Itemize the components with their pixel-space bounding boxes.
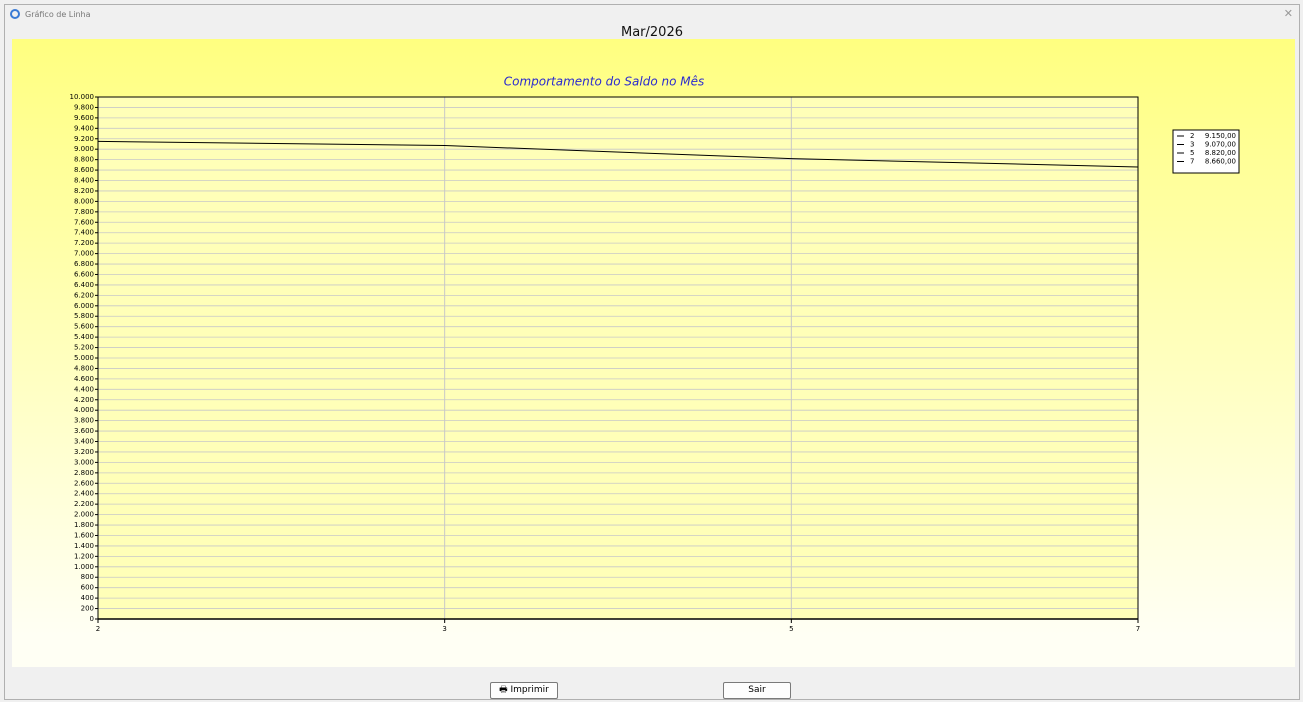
chart: Comportamento do Saldo no Mês 0 200 400 600… bbox=[70, 75, 1240, 633]
legend-value: 9.070,00 bbox=[1205, 141, 1236, 149]
y-tick-label: 400 bbox=[81, 594, 94, 602]
y-tick-label: 8.800 bbox=[74, 156, 94, 164]
y-tick-label: 2.200 bbox=[74, 500, 94, 508]
y-tick-label: 7.800 bbox=[74, 208, 94, 216]
legend-value: 8.820,00 bbox=[1205, 149, 1236, 157]
y-tick-label: 3.400 bbox=[74, 438, 94, 446]
x-tick-label: 3 bbox=[442, 625, 446, 633]
close-button[interactable]: ✕ bbox=[1283, 7, 1293, 20]
y-tick-label: 3.200 bbox=[74, 448, 94, 456]
y-tick-label: 5.600 bbox=[74, 323, 94, 331]
y-tick-label: 6.800 bbox=[74, 260, 94, 268]
y-tick-label: 10.000 bbox=[70, 93, 95, 101]
legend-value: 9.150,00 bbox=[1205, 132, 1236, 140]
exit-button[interactable]: Sair bbox=[723, 682, 791, 699]
y-tick-label: 4.600 bbox=[74, 375, 94, 383]
y-tick-label: 4.400 bbox=[74, 385, 94, 393]
y-tick-label: 9.600 bbox=[74, 114, 94, 122]
y-tick-label: 1.000 bbox=[74, 563, 94, 571]
y-tick-label: 7.200 bbox=[74, 239, 94, 247]
y-tick-label: 6.400 bbox=[74, 281, 94, 289]
legend-category: 5 bbox=[1190, 149, 1194, 157]
y-tick-label: 5.800 bbox=[74, 312, 94, 320]
window-title: Gráfico de Linha bbox=[25, 10, 91, 19]
y-tick-label: 9.200 bbox=[74, 135, 94, 143]
legend-category: 7 bbox=[1190, 158, 1194, 166]
y-tick-label: 3.600 bbox=[74, 427, 94, 435]
y-tick-label: 4.800 bbox=[74, 364, 94, 372]
y-tick-label: 6.600 bbox=[74, 270, 94, 278]
line-series bbox=[97, 140, 1139, 168]
y-tick-label: 7.000 bbox=[74, 250, 94, 258]
y-tick-label: 2.400 bbox=[74, 490, 94, 498]
y-tick-label: 800 bbox=[81, 573, 94, 581]
print-button[interactable]: 🖶 Imprimir bbox=[490, 682, 558, 699]
y-tick-label: 1.200 bbox=[74, 552, 94, 560]
legend bbox=[1172, 129, 1240, 174]
legend-value: 8.660,00 bbox=[1205, 158, 1236, 166]
button-label: Sair bbox=[748, 685, 766, 695]
y-tick-label: 6.200 bbox=[74, 291, 94, 299]
y-tick-label: 200 bbox=[81, 605, 94, 613]
y-tick-label: 8.200 bbox=[74, 187, 94, 195]
y-tick-label: 1.600 bbox=[74, 531, 94, 539]
y-tick-label: 8.400 bbox=[74, 177, 94, 185]
y-tick-label: 9.400 bbox=[74, 124, 94, 132]
legend-category: 3 bbox=[1190, 141, 1194, 149]
y-tick-label: 2.800 bbox=[74, 469, 94, 477]
y-tick-label: 3.800 bbox=[74, 417, 94, 425]
y-tick-label: 2.000 bbox=[74, 511, 94, 519]
y-tick-label: 0 bbox=[90, 615, 94, 623]
app-icon bbox=[10, 9, 20, 19]
y-tick-label: 5.000 bbox=[74, 354, 94, 362]
y-tick-label: 7.600 bbox=[74, 218, 94, 226]
y-tick-label: 7.400 bbox=[74, 229, 94, 237]
x-tick-label: 2 bbox=[96, 625, 100, 633]
y-tick-label: 5.200 bbox=[74, 344, 94, 352]
legend-category: 2 bbox=[1190, 132, 1194, 140]
y-tick-label: 2.600 bbox=[74, 479, 94, 487]
y-tick-label: 1.400 bbox=[74, 542, 94, 550]
y-tick-label: 5.400 bbox=[74, 333, 94, 341]
y-tick-label: 4.000 bbox=[74, 406, 94, 414]
y-tick-label: 1.800 bbox=[74, 521, 94, 529]
x-tick-label: 5 bbox=[789, 625, 793, 633]
y-tick-label: 9.800 bbox=[74, 103, 94, 111]
header: Mar/2026 bbox=[621, 25, 683, 40]
y-tick-label: 600 bbox=[81, 584, 94, 592]
chart-title: Comportamento do Saldo no Mês bbox=[504, 75, 705, 89]
y-tick-label: 9.000 bbox=[74, 145, 94, 153]
x-tick-label: 7 bbox=[1136, 625, 1140, 633]
y-tick-label: 8.000 bbox=[74, 197, 94, 205]
y-tick-label: 3.000 bbox=[74, 458, 94, 466]
y-tick-label: 4.200 bbox=[74, 396, 94, 404]
button-label: Imprimir bbox=[510, 685, 549, 695]
y-tick-label: 6.000 bbox=[74, 302, 94, 310]
y-tick-label: 8.600 bbox=[74, 166, 94, 174]
